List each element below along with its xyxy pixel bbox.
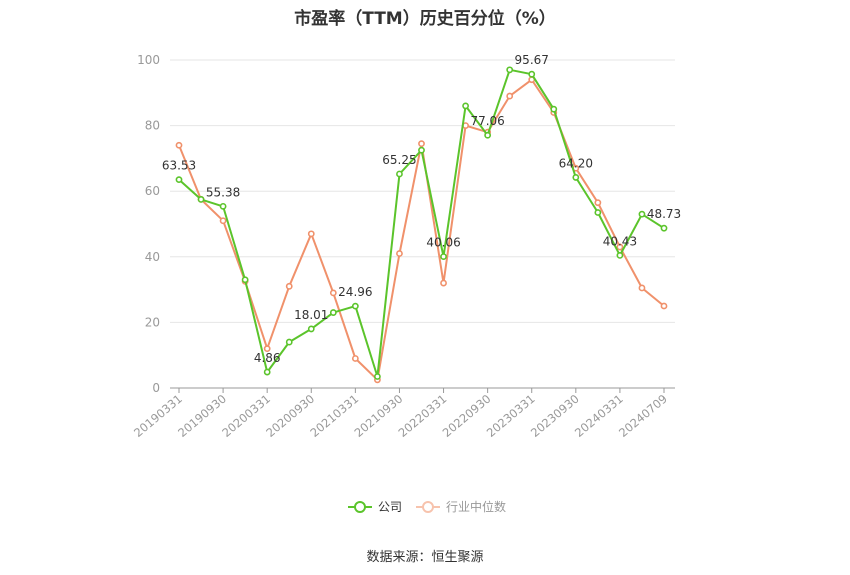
data-point-company-7 (329, 309, 337, 316)
data-point-company-21 (638, 210, 646, 218)
series-line-industry-median (178, 78, 665, 381)
data-label-company-14: 77.06 (470, 114, 504, 128)
data-point-company-12 (440, 253, 447, 261)
data-point-industry-median-7 (329, 289, 337, 297)
data-point-company-0 (175, 176, 183, 184)
y-tick-label-40: 40 (145, 250, 160, 264)
data-point-company-22 (660, 224, 668, 232)
data-point-company-16 (528, 70, 536, 78)
data-source: 数据来源：恒生聚源 (366, 550, 484, 565)
data-label-company-16: 95.67 (515, 53, 549, 67)
y-tick-label-60: 60 (145, 184, 160, 198)
data-point-industry-median-5 (285, 282, 293, 290)
data-point-company-20 (616, 251, 624, 259)
data-label-company-22: 48.73 (647, 207, 681, 221)
data-point-company-8 (351, 302, 359, 310)
data-point-company-14 (484, 131, 492, 139)
y-tick-label-100: 100 (137, 53, 160, 67)
data-point-industry-median-8 (351, 355, 359, 362)
data-point-company-11 (418, 146, 425, 154)
legend-swatch-industry-median (416, 500, 441, 513)
data-point-industry-median-10 (396, 250, 403, 257)
data-label-company-2: 55.38 (206, 185, 240, 199)
legend-label-industry-median: 行业中位数 (446, 500, 507, 514)
legend: 公司 行业中位数 (348, 498, 506, 515)
data-point-company-1 (197, 195, 205, 203)
data-point-industry-median-2 (219, 217, 227, 225)
data-labels: 63.53 55.38 4.86 18.01 24.96 65.25 40.06 77.06 9… (162, 53, 681, 365)
data-label-company-8: 24.96 (338, 285, 372, 299)
data-label-company-10: 65.25 (382, 153, 416, 167)
data-label-company-12: 40.06 (426, 236, 460, 250)
data-point-company-19 (594, 209, 602, 216)
data-point-company-6 (307, 325, 315, 333)
data-point-company-17 (550, 105, 558, 113)
data-label-company-0: 63.53 (162, 159, 196, 173)
axes: 0204060801002019033120190930202003312020… (131, 53, 675, 440)
series (175, 66, 668, 384)
data-point-industry-median-22 (660, 302, 668, 310)
data-label-company-4: 4.86 (254, 351, 281, 365)
data-point-industry-median-6 (307, 230, 315, 238)
data-point-company-4 (263, 368, 271, 376)
data-point-industry-median-12 (440, 279, 447, 287)
y-tick-label-80: 80 (145, 119, 160, 133)
data-point-company-5 (285, 338, 293, 346)
data-point-company-9 (374, 373, 381, 380)
data-point-company-10 (396, 170, 403, 178)
data-point-industry-median-11 (418, 140, 425, 148)
data-point-industry-median-4 (263, 345, 271, 353)
data-point-company-15 (506, 66, 514, 74)
legend-item-industry-median[interactable]: 行业中位数 (416, 498, 506, 515)
series-line-company (178, 68, 665, 378)
legend-label-company: 公司 (378, 500, 403, 514)
data-point-company-2 (219, 202, 227, 210)
chart-title: 市盈率（TTM）历史百分位（%） (294, 9, 556, 29)
data-point-industry-median-15 (506, 92, 514, 100)
data-point-industry-median-21 (638, 284, 646, 292)
data-label-company-20: 40.43 (603, 234, 637, 248)
data-label-company-18: 64.20 (559, 156, 593, 170)
legend-swatch-company (348, 500, 372, 513)
data-point-company-3 (241, 276, 249, 284)
y-tick-label-20: 20 (145, 315, 160, 329)
data-point-company-13 (462, 102, 469, 110)
data-point-industry-median-20 (616, 243, 624, 251)
y-tick-label-0: 0 (152, 381, 160, 395)
legend-item-company[interactable]: 公司 (348, 498, 402, 515)
data-point-company-18 (572, 174, 580, 181)
data-label-company-6: 18.01 (294, 308, 328, 322)
x-tick-label-20240709: 20240709 (616, 392, 670, 440)
data-point-industry-median-0 (175, 141, 183, 149)
data-point-industry-median-19 (594, 199, 602, 207)
